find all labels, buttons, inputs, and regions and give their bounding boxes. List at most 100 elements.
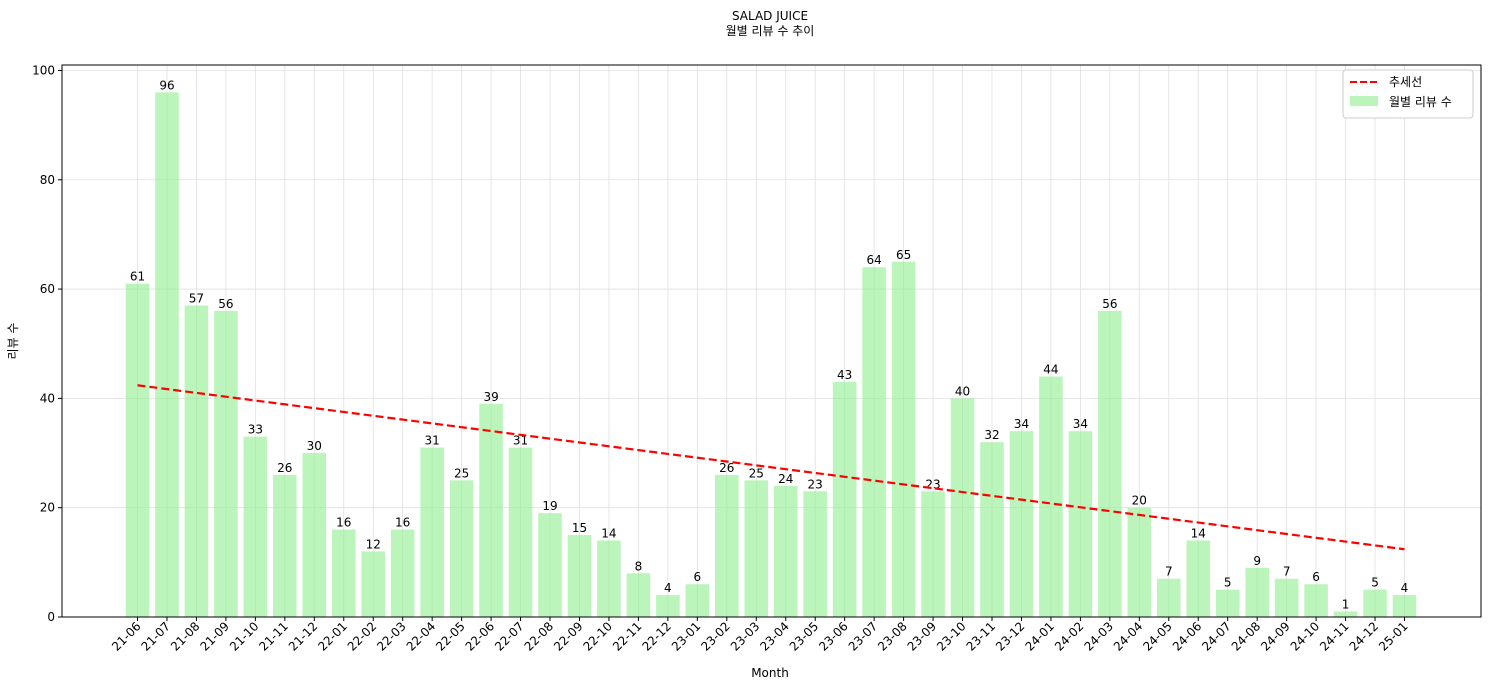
- bar-value-label: 16: [336, 516, 351, 530]
- trend-line-group: [137, 384, 1405, 551]
- bar: [1215, 589, 1240, 617]
- legend-trend-label: 추세선: [1389, 75, 1422, 89]
- x-tick-label: 23-02: [698, 619, 733, 654]
- bar: [1039, 376, 1063, 617]
- bar-value-label: 19: [542, 499, 557, 513]
- bar-value-label: 7: [1283, 565, 1291, 579]
- x-tick-label: 21-11: [256, 619, 291, 654]
- y-tick-label: 80: [40, 173, 55, 187]
- bar-value-label: 6: [1312, 570, 1320, 584]
- x-tick-label: 22-02: [345, 619, 380, 654]
- x-tick-label: 23-01: [669, 619, 704, 654]
- bar-value-label: 26: [719, 461, 734, 475]
- x-tick-label: 23-07: [846, 619, 881, 654]
- bar: [1333, 611, 1358, 617]
- y-tick-label: 20: [40, 501, 55, 515]
- bar-value-label: 12: [366, 537, 381, 551]
- bar-value-label: 39: [483, 390, 498, 404]
- bar-value-label: 14: [601, 526, 616, 540]
- bar: [656, 595, 680, 617]
- bar-value-label: 5: [1371, 576, 1379, 590]
- x-tick-label: 21-07: [139, 619, 174, 654]
- bar-value-label: 24: [778, 472, 793, 486]
- bar: [243, 436, 268, 617]
- x-tick-label: 22-01: [315, 619, 350, 654]
- bar: [626, 573, 651, 617]
- bar-value-label: 23: [808, 477, 823, 491]
- bar-value-label: 65: [896, 248, 911, 262]
- bar-value-label: 56: [1102, 297, 1117, 311]
- bar: [390, 529, 415, 617]
- bar: [1068, 431, 1093, 617]
- bar: [302, 453, 327, 617]
- bar: [1392, 595, 1417, 617]
- y-axis-label: 리뷰 수: [6, 323, 20, 360]
- x-tick-label: 23-11: [964, 619, 999, 654]
- x-tick-label: 22-04: [404, 619, 439, 654]
- bar: [567, 535, 592, 617]
- bar-value-label: 43: [837, 368, 852, 382]
- bar: [1127, 507, 1152, 617]
- x-tick-label: 24-04: [1111, 619, 1146, 654]
- bar-value-label: 40: [955, 384, 970, 398]
- bar-value-label: 34: [1073, 417, 1088, 431]
- y-tick-label: 0: [47, 610, 55, 624]
- bar: [921, 491, 945, 617]
- bar-value-label: 32: [984, 428, 999, 442]
- x-tick-label: 25-01: [1376, 619, 1411, 654]
- x-tick-label: 23-03: [728, 619, 763, 654]
- bar-value-label: 25: [749, 466, 764, 480]
- bar: [273, 474, 297, 617]
- bar: [1274, 578, 1299, 617]
- bar: [1245, 567, 1269, 617]
- x-tick-label: 21-09: [197, 619, 232, 654]
- x-tick-label: 24-05: [1140, 619, 1175, 654]
- x-tick-label: 24-10: [1288, 619, 1323, 654]
- legend: 추세선 월별 리뷰 수: [1342, 69, 1474, 119]
- bar-value-label: 34: [1014, 417, 1029, 431]
- x-tick-label: 23-09: [905, 619, 940, 654]
- bar: [950, 398, 975, 617]
- x-tick-label: 24-09: [1258, 619, 1293, 654]
- x-tick-label: 23-04: [757, 619, 792, 654]
- plot-frame: [61, 64, 1482, 618]
- bar-value-label: 4: [1401, 581, 1409, 595]
- bar-value-label: 64: [866, 253, 881, 267]
- bar: [1009, 431, 1034, 617]
- bar-value-label: 9: [1253, 554, 1261, 568]
- x-tick-label: 24-08: [1229, 619, 1264, 654]
- y-tick-label: 40: [40, 391, 55, 405]
- chart-title-line-1: SALAD JUICE: [732, 9, 808, 23]
- legend-bar-label: 월별 리뷰 수: [1389, 95, 1452, 109]
- bar-value-label: 56: [218, 297, 233, 311]
- bar-value-label: 1: [1342, 598, 1350, 612]
- x-tick-label: 24-07: [1199, 619, 1234, 654]
- bar: [479, 403, 503, 617]
- bar: [125, 283, 150, 617]
- x-tick-label: 24-11: [1317, 619, 1352, 654]
- bar-value-label: 25: [454, 466, 469, 480]
- x-tick-label: 22-05: [433, 619, 468, 654]
- bar-value-label: 20: [1132, 494, 1147, 508]
- bar: [803, 491, 827, 617]
- bar-value-label: 4: [664, 581, 672, 595]
- x-tick-label: 21-08: [168, 619, 203, 654]
- x-axis-label: Month: [751, 666, 789, 680]
- x-tick-label: 24-02: [1052, 619, 1087, 654]
- bar: [597, 540, 621, 617]
- bar-value-label: 8: [635, 559, 643, 573]
- bar: [832, 381, 857, 617]
- bar-value-label: 14: [1191, 526, 1206, 540]
- x-tick-label: 21-06: [109, 619, 144, 654]
- bar-value-label: 30: [307, 439, 322, 453]
- bar: [685, 584, 710, 617]
- bar: [744, 480, 769, 617]
- bar-value-label: 31: [513, 434, 528, 448]
- x-tick-label: 22-09: [551, 619, 586, 654]
- bar: [538, 513, 562, 617]
- x-tick-label: 23-12: [993, 619, 1028, 654]
- x-tick-label: 22-11: [610, 619, 645, 654]
- bar: [891, 261, 916, 617]
